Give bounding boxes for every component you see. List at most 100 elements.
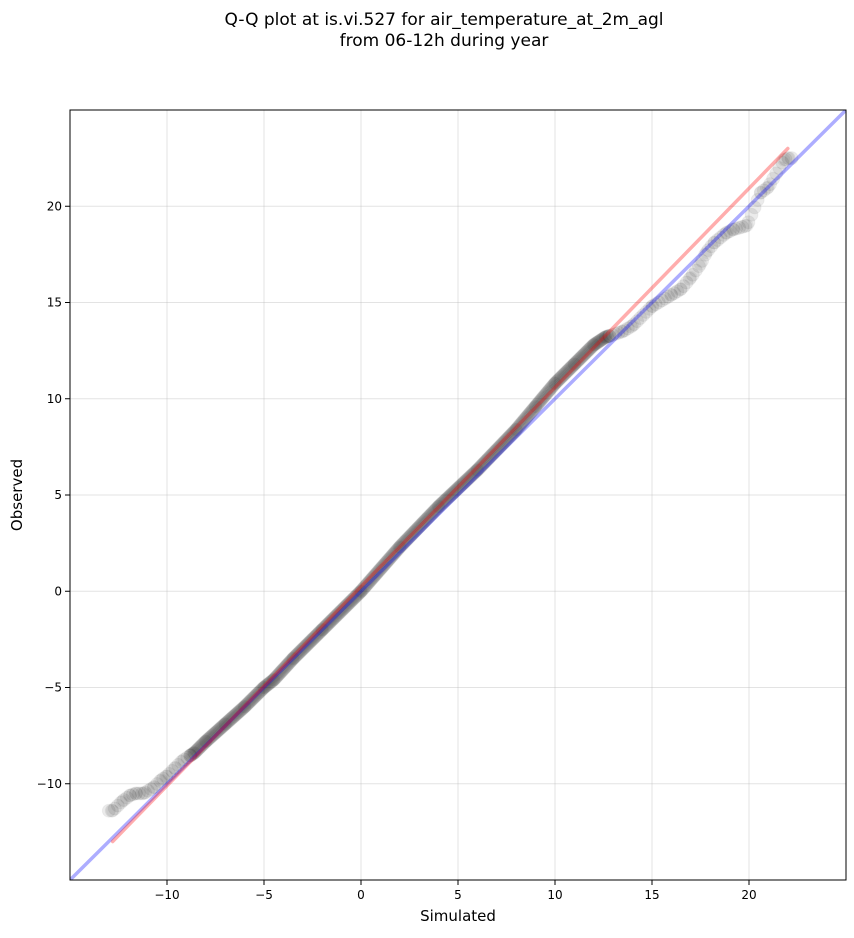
qq-point [194, 738, 209, 753]
qq-point [345, 593, 360, 608]
qq-point [250, 686, 265, 701]
qq-point [329, 608, 344, 623]
qq-point [761, 180, 775, 194]
qq-point [496, 436, 511, 451]
qq-point [747, 200, 762, 215]
qq-point [642, 301, 657, 316]
qq-point [515, 415, 530, 430]
qq-point [501, 430, 516, 445]
qq-point [284, 653, 299, 668]
qq-point [694, 257, 707, 271]
qq-point [366, 570, 381, 585]
qq-point [611, 325, 626, 340]
qq-point [740, 219, 754, 232]
qq-point [536, 390, 551, 405]
qq-point [588, 336, 603, 351]
qq-point [393, 540, 407, 554]
qq-point [684, 270, 698, 284]
qq-point [331, 606, 346, 621]
qq-point [561, 363, 576, 378]
qq-point [368, 568, 383, 583]
chart-title-line: from 06-12h during year [340, 31, 549, 51]
x-tick-label: 0 [357, 888, 365, 902]
qq-point [429, 502, 444, 517]
qq-point [539, 386, 554, 401]
qq-point [384, 548, 399, 563]
qq-point [572, 351, 587, 366]
qq-point [313, 624, 328, 639]
qq-point [569, 354, 584, 369]
qq-point [398, 533, 413, 548]
qq-point [544, 380, 559, 395]
qq-point [520, 409, 535, 424]
qq-point [189, 743, 204, 758]
qq-point [312, 625, 327, 640]
qq-point [187, 745, 202, 760]
qq-point [257, 679, 272, 694]
qq-point [781, 151, 796, 166]
qq-point [673, 282, 688, 297]
qq-point [577, 347, 592, 362]
qq-point [417, 514, 432, 529]
qq-point [504, 427, 519, 442]
qq-point [413, 518, 428, 533]
qq-point [330, 607, 345, 622]
qq-point [447, 484, 462, 499]
qq-point [461, 471, 476, 486]
qq-point [318, 619, 333, 634]
qq-point [488, 443, 503, 458]
qq-point [213, 721, 228, 736]
qq-point [192, 740, 207, 755]
qq-point [617, 323, 632, 338]
qq-point [587, 338, 601, 352]
qq-point [598, 330, 612, 344]
qq-point [378, 556, 393, 571]
qq-point [478, 454, 493, 469]
qq-point [440, 491, 455, 506]
qq-point [311, 626, 326, 641]
qq-point [463, 469, 478, 484]
qq-point [490, 441, 505, 456]
qq-point [425, 505, 440, 520]
qq-point [424, 506, 439, 521]
qq-point [262, 676, 277, 691]
qq-point [387, 546, 402, 561]
qq-point [277, 660, 292, 675]
qq-point [305, 632, 320, 647]
qq-point [509, 423, 523, 437]
qq-point [286, 651, 301, 666]
qq-point [391, 541, 406, 556]
qq-point [337, 600, 352, 615]
qq-point [278, 659, 293, 674]
qq-point [359, 577, 374, 592]
qq-point [134, 786, 149, 801]
qq-point [512, 419, 527, 434]
qq-point [354, 583, 369, 598]
qq-point [147, 779, 162, 794]
qq-point [197, 735, 212, 750]
qq-point [507, 424, 522, 439]
qq-point [695, 253, 710, 268]
qq-point [753, 185, 768, 200]
qq-point [324, 614, 339, 629]
y-tick-label: 5 [54, 488, 62, 502]
qq-point [288, 649, 303, 664]
qq-point [582, 342, 597, 357]
qq-point [363, 572, 378, 587]
qq-point [348, 590, 363, 605]
qq-point [351, 586, 366, 601]
qq-point [320, 617, 335, 632]
qq-point [231, 705, 246, 720]
qq-point [657, 291, 672, 306]
qq-point [251, 685, 266, 700]
qq-point [304, 633, 319, 648]
qq-point [206, 727, 221, 742]
qq-point [445, 486, 460, 501]
qq-point [458, 474, 473, 489]
qq-point [560, 364, 575, 379]
qq-point [550, 373, 565, 388]
qq-point [216, 718, 231, 733]
qq-point [497, 434, 512, 449]
qq-point [575, 349, 590, 364]
qq-point [579, 345, 594, 360]
